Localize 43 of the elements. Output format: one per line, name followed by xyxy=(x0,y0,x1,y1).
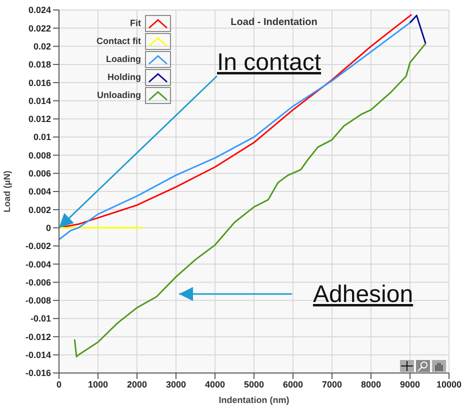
y-tick-label: -0.008 xyxy=(25,296,51,306)
legend-label: Contact fit xyxy=(96,36,141,46)
legend-label: Fit xyxy=(130,18,141,28)
y-tick-label: -0.016 xyxy=(25,368,51,378)
y-tick-label: -0.006 xyxy=(25,277,51,288)
y-tick-label: -0.01 xyxy=(30,314,51,324)
legend-label: Loading xyxy=(106,54,141,64)
x-axis-title: Indentation (nm) xyxy=(218,395,290,405)
y-axis-title: Load (µN) xyxy=(2,170,12,212)
y-tick-label: -0.004 xyxy=(25,259,51,270)
x-tick-label: 2000 xyxy=(126,379,148,390)
y-tick-label: 0.02 xyxy=(33,41,51,52)
y-tick-label: 0.004 xyxy=(28,186,51,197)
y-tick-label: 0.014 xyxy=(28,96,51,106)
x-tick-label: 0 xyxy=(56,379,62,390)
annotation: Adhesion xyxy=(313,281,414,308)
y-tick-label: 0.006 xyxy=(28,168,51,179)
y-tick-label: 0.012 xyxy=(28,114,51,124)
text: Load - Indentation xyxy=(230,17,318,28)
y-tick-label: 0.024 xyxy=(28,5,51,16)
y-tick-label: 0.022 xyxy=(28,23,51,34)
x-tick-label: 6000 xyxy=(282,379,304,390)
x-tick-label: 4000 xyxy=(204,379,226,390)
y-tick-label: 0.01 xyxy=(33,132,51,142)
y-tick-label: -0.012 xyxy=(25,332,51,342)
x-tick-label: 1000 xyxy=(88,379,108,390)
legend-label: Unloading xyxy=(97,90,141,100)
y-tick-label: -0.002 xyxy=(25,241,51,252)
x-tick-label: 9000 xyxy=(400,379,420,390)
y-tick-label: 0.008 xyxy=(28,150,51,160)
legend-label: Holding xyxy=(108,72,141,82)
x-tick-label: 3000 xyxy=(166,379,186,390)
x-tick-label: 5000 xyxy=(244,379,264,390)
y-tick-label: -0.014 xyxy=(25,350,51,360)
x-tick-label: 10000 xyxy=(436,379,462,390)
y-tick-label: 0 xyxy=(46,222,51,233)
x-tick-label: 8000 xyxy=(360,379,382,390)
y-tick-label: 0.002 xyxy=(28,204,51,215)
line-series xyxy=(74,42,426,358)
x-tick-label: 7000 xyxy=(322,379,342,390)
annotation: In contact xyxy=(217,49,322,76)
y-tick-label: 0.018 xyxy=(28,60,51,70)
y-tick-label: 0.016 xyxy=(28,78,51,88)
